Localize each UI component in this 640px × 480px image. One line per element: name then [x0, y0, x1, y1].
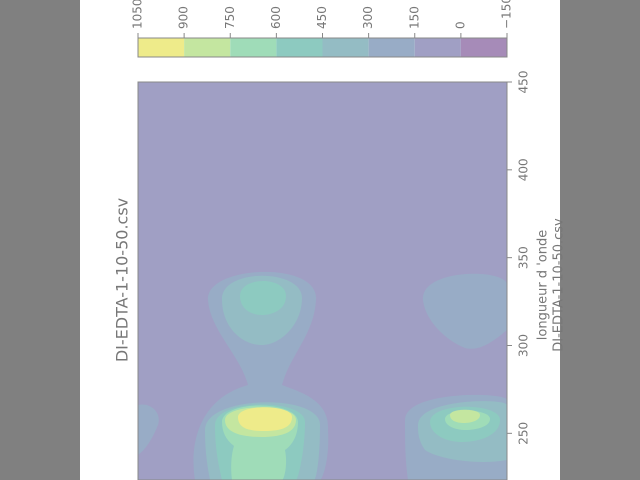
colorbar: 1050 900 750 600 450 300 150 0 −150	[131, 0, 514, 58]
tick-label: 350	[517, 246, 531, 269]
tick-label: 750	[223, 6, 237, 29]
side-bar	[560, 0, 640, 480]
colorbar-band	[230, 38, 277, 57]
tick-label: 0	[453, 21, 467, 29]
tick-label: 600	[269, 6, 283, 29]
colorbar-band	[138, 38, 185, 57]
plot-frame	[137, 81, 508, 480]
colorbar-band	[322, 38, 369, 57]
contour-fill	[138, 404, 159, 455]
tick-label: 250	[517, 422, 531, 445]
axis-label: DI-EDTA-1-10-50.csv	[552, 218, 567, 352]
colorbar-band	[276, 38, 323, 57]
tick-label: 150	[407, 6, 421, 29]
contour-fill	[422, 273, 507, 349]
contour-fill	[450, 409, 480, 423]
side-bar	[0, 0, 80, 480]
colorbar-band	[460, 38, 507, 57]
colorbar-band	[368, 38, 415, 57]
plot-area	[138, 82, 507, 480]
tick-label: 450	[315, 6, 329, 29]
tick-label: −150	[500, 0, 514, 29]
tick-label: 300	[517, 334, 531, 357]
contour-fill	[240, 281, 286, 315]
colorbar-band	[184, 38, 231, 57]
tick-label: 450	[517, 71, 531, 94]
tick-label: 1050	[131, 0, 145, 29]
tick-label: 400	[517, 158, 531, 181]
contour-fill	[238, 407, 292, 431]
title: DI-EDTA-1-10-50.csv	[113, 198, 132, 362]
colorbar-band	[414, 38, 461, 57]
axis-label: longueur d 'onde	[536, 230, 551, 340]
tick-label: 900	[177, 6, 191, 29]
tick-label: 300	[361, 6, 375, 29]
